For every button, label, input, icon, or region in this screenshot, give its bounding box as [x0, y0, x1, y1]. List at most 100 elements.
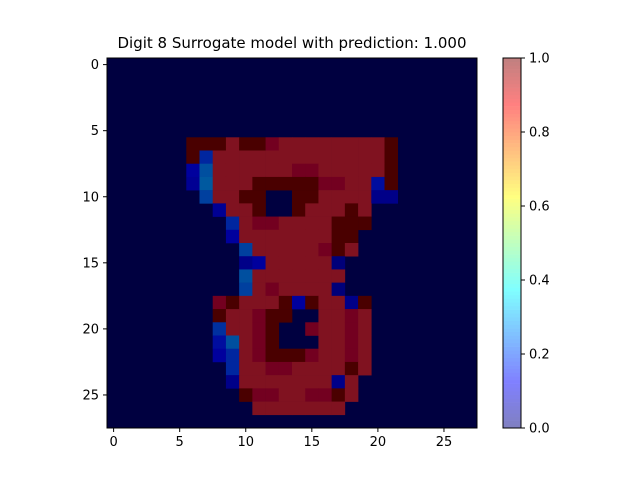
- heatmap-cell: [239, 203, 253, 217]
- heatmap-cell: [252, 322, 266, 336]
- colorbar-segment: [503, 394, 521, 399]
- heatmap-cell: [239, 150, 253, 165]
- heatmap-cell: [318, 361, 332, 376]
- heatmap-cell: [225, 150, 240, 165]
- heatmap-cell: [344, 216, 359, 231]
- y-tick-label: 5: [91, 124, 99, 139]
- heatmap-cell: [292, 229, 306, 244]
- colorbar-segment: [503, 98, 521, 103]
- heatmap-cell: [239, 282, 253, 297]
- colorbar-segment: [503, 398, 521, 403]
- heatmap-cell: [292, 163, 306, 178]
- heatmap-cell: [371, 150, 385, 165]
- heatmap-cell: [225, 361, 240, 376]
- colorbar-segment: [503, 354, 521, 358]
- colorbar-tick-label: 0.4: [529, 274, 550, 289]
- heatmap-cell: [318, 282, 332, 297]
- heatmap-cell: [331, 361, 346, 376]
- x-tick-label: 20: [370, 435, 387, 450]
- heatmap-cell: [344, 388, 359, 402]
- heatmap-cell: [292, 361, 306, 376]
- colorbar-segment: [503, 194, 521, 199]
- heatmap-cell: [225, 203, 240, 217]
- heatmap-cell: [265, 348, 280, 363]
- heatmap-cell: [331, 190, 346, 204]
- colorbar-segment: [503, 113, 521, 118]
- heatmap-cell: [278, 216, 293, 231]
- heatmap-cell: [305, 229, 319, 244]
- heatmap-cell: [278, 401, 293, 416]
- heatmap-cell: [239, 256, 253, 270]
- colorbar-segment: [503, 72, 521, 77]
- heatmap-cell: [239, 216, 253, 231]
- heatmap-cell: [225, 335, 240, 350]
- colorbar-segment: [503, 106, 521, 111]
- heatmap-cell: [331, 229, 346, 244]
- heatmap-cell: [186, 163, 200, 178]
- heatmap-cell: [318, 229, 332, 244]
- colorbar-segment: [503, 109, 521, 114]
- colorbar-segment: [503, 69, 521, 74]
- heatmap-cell: [344, 309, 359, 323]
- heatmap-cell: [292, 150, 306, 165]
- heatmap-cell: [292, 269, 306, 283]
- colorbar-segment: [503, 135, 521, 140]
- heatmap-cell: [265, 295, 280, 310]
- heatmap-cell: [239, 309, 253, 323]
- colorbar-segment: [503, 383, 521, 388]
- heatmap-cell: [278, 176, 293, 191]
- colorbar-segment: [503, 283, 521, 288]
- heatmap-cell: [305, 375, 319, 389]
- heatmap-cell: [344, 243, 359, 257]
- colorbar-segment: [503, 231, 521, 236]
- heatmap-cell: [344, 150, 359, 165]
- x-tick-label: 5: [176, 435, 184, 450]
- heatmap-cell: [318, 190, 332, 204]
- heatmap-cell: [318, 348, 332, 363]
- colorbar-segment: [503, 228, 521, 233]
- y-tick-label: 20: [82, 322, 99, 337]
- heatmap-cell: [358, 361, 372, 376]
- colorbar-segment: [503, 324, 521, 329]
- colorbar-segment: [503, 413, 521, 418]
- colorbar-segment: [503, 372, 521, 377]
- heatmap-cell: [292, 137, 306, 151]
- colorbar-segment: [503, 124, 521, 129]
- colorbar-segment: [503, 80, 521, 85]
- heatmap-cell: [358, 309, 372, 323]
- heatmap-cell: [318, 163, 332, 178]
- heatmap-cell: [212, 322, 227, 336]
- colorbar-segment: [503, 154, 521, 159]
- heatmap-cell: [252, 401, 266, 416]
- heatmap-cell: [225, 375, 240, 389]
- heatmap-cell: [252, 388, 266, 402]
- heatmap-cell: [318, 243, 332, 257]
- heatmap-cell: [278, 282, 293, 297]
- colorbar-tick-label: 0.6: [529, 200, 550, 215]
- heatmap-cell: [318, 309, 332, 323]
- heatmap-cell: [384, 150, 399, 165]
- heatmap-cell: [292, 388, 306, 402]
- heatmap-cell: [331, 348, 346, 363]
- heatmap-cell: [331, 176, 346, 191]
- heatmap-cell: [305, 256, 319, 270]
- heatmap-cell: [344, 229, 359, 244]
- colorbar-segment: [503, 276, 521, 281]
- colorbar-segment: [503, 302, 521, 307]
- heatmap-cell: [239, 243, 253, 257]
- heatmap-cell: [252, 295, 266, 310]
- axes-frame: [106, 57, 478, 429]
- heatmap-cell: [331, 137, 346, 151]
- heatmap-cell: [252, 203, 266, 217]
- colorbar-segment: [503, 176, 521, 181]
- heatmap-cell: [318, 150, 332, 165]
- colorbar-segment: [503, 235, 521, 240]
- heatmap-cell: [252, 216, 266, 231]
- heatmap-cell: [331, 269, 346, 283]
- heatmap-cell: [252, 335, 266, 350]
- y-tick-label: 25: [82, 388, 99, 403]
- colorbar-segment: [503, 298, 521, 303]
- heatmap-cell: [239, 176, 253, 191]
- colorbar-segment: [503, 391, 521, 395]
- heatmap-cell: [252, 176, 266, 191]
